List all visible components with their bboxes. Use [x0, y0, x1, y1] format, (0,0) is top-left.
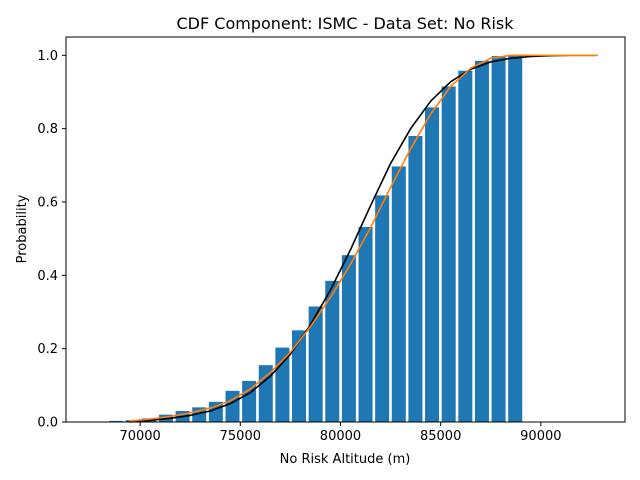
- y-tick-label: 0.0: [37, 416, 58, 431]
- y-tick-label: 0.4: [37, 269, 58, 284]
- bars-layer: [109, 55, 523, 423]
- bar: [441, 86, 456, 422]
- plot-frame: [65, 36, 626, 423]
- lines-layer: [129, 54, 598, 423]
- bar: [491, 56, 506, 422]
- y-tick-label: 0.6: [37, 196, 58, 211]
- bar: [458, 70, 473, 422]
- x-tick-label: 80000: [320, 429, 361, 444]
- bar: [358, 226, 373, 422]
- bar: [242, 380, 257, 422]
- bar: [258, 365, 273, 422]
- x-axis-label: No Risk Altitude (m): [280, 452, 411, 467]
- series-line-2: [129, 54, 598, 422]
- bar: [425, 107, 440, 423]
- y-tick-label: 0.8: [37, 122, 58, 137]
- bar: [225, 390, 240, 422]
- bar: [474, 60, 489, 422]
- bar: [375, 195, 390, 422]
- bar: [408, 136, 423, 422]
- x-ticks: 70000 75000 80000 85000 90000: [119, 422, 562, 444]
- x-tick-label: 75000: [220, 429, 261, 444]
- bar: [391, 166, 406, 422]
- bar: [508, 55, 523, 422]
- y-axis-label: Probability: [15, 194, 30, 263]
- bar: [325, 280, 340, 422]
- y-tick-label: 1.0: [37, 49, 58, 64]
- bar: [292, 330, 307, 422]
- bar: [308, 306, 323, 422]
- y-tick-label: 0.2: [37, 342, 58, 357]
- series-line-1: [129, 54, 598, 423]
- x-tick-label: 70000: [119, 429, 160, 444]
- x-tick-label: 90000: [520, 429, 561, 444]
- bar: [341, 255, 356, 422]
- chart-title: CDF Component: ISMC - Data Set: No Risk: [177, 14, 515, 33]
- bar: [109, 420, 124, 422]
- x-tick-label: 85000: [420, 429, 461, 444]
- y-ticks: 0.0 0.2 0.4 0.6 0.8 1.0: [37, 49, 66, 431]
